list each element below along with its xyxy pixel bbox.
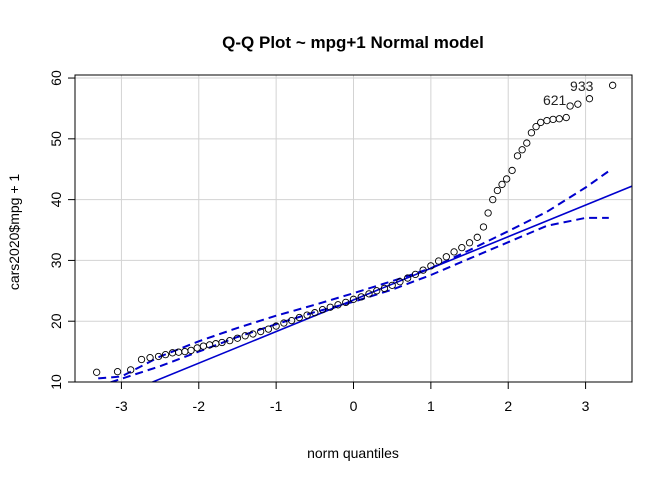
data-point <box>334 301 342 309</box>
data-point <box>532 123 540 131</box>
data-point <box>508 166 516 175</box>
reference-line <box>150 185 632 382</box>
x-tick-label: -3 <box>115 398 128 414</box>
data-point <box>523 139 531 147</box>
x-tick-label: 3 <box>582 398 590 414</box>
data-point <box>342 298 350 307</box>
point-label: 933 <box>570 78 594 94</box>
x-axis-label: norm quantiles <box>307 445 399 461</box>
data-point <box>380 284 389 293</box>
y-tick-label: 30 <box>48 252 64 268</box>
reference-line-group <box>150 185 632 382</box>
data-point <box>609 81 617 89</box>
data-point <box>458 243 466 252</box>
data-points <box>93 81 617 376</box>
data-point <box>419 266 427 274</box>
data-point <box>373 287 381 295</box>
y-tick-label: 40 <box>48 192 64 208</box>
data-point <box>187 346 195 355</box>
envelope-upper-bound <box>98 170 610 380</box>
data-point <box>249 330 257 338</box>
data-point <box>365 290 373 298</box>
data-point <box>465 239 474 247</box>
envelope-lower-bound <box>108 216 609 382</box>
data-point <box>264 325 273 333</box>
x-tick-label: 0 <box>350 398 358 414</box>
confidence-envelope <box>98 170 610 382</box>
chart-title: Q-Q Plot ~ mpg+1 Normal model <box>222 33 484 52</box>
data-point <box>427 262 435 270</box>
data-point <box>326 303 334 311</box>
axes: -3 -2 -1 0 1 2 3 10 20 30 40 50 60 <box>48 70 590 414</box>
point-label: 621 <box>543 92 567 108</box>
data-point <box>181 347 189 356</box>
data-point <box>93 368 101 376</box>
data-point <box>161 350 170 359</box>
data-point <box>295 313 303 322</box>
grid <box>75 75 632 383</box>
data-point <box>388 281 396 289</box>
data-point <box>566 102 574 110</box>
data-point <box>473 233 481 241</box>
y-tick-label: 50 <box>48 131 64 147</box>
data-point <box>434 257 443 265</box>
data-point <box>303 311 311 319</box>
data-point <box>479 223 488 231</box>
data-point <box>137 355 146 364</box>
y-axis-label: cars2020$mpg + 1 <box>6 174 22 291</box>
x-tick-label: -2 <box>193 398 206 414</box>
data-point <box>127 366 135 374</box>
data-point <box>503 175 511 183</box>
data-point <box>226 337 234 345</box>
data-point <box>555 115 563 123</box>
data-point <box>493 186 502 195</box>
data-point <box>287 316 296 325</box>
data-point <box>199 342 208 350</box>
data-point <box>527 129 536 137</box>
data-point <box>513 152 522 160</box>
data-point <box>562 113 570 122</box>
data-point <box>357 293 365 301</box>
x-tick-label: -1 <box>270 398 283 414</box>
data-point <box>450 248 458 256</box>
data-point <box>518 146 526 154</box>
y-tick-label: 60 <box>48 70 64 86</box>
x-tick-label: 1 <box>427 398 435 414</box>
data-point <box>543 116 551 125</box>
data-point <box>257 327 265 336</box>
data-point <box>411 270 420 279</box>
data-point <box>146 354 154 362</box>
y-tick-label: 10 <box>48 374 64 390</box>
data-point <box>498 180 506 189</box>
data-point <box>537 118 545 127</box>
data-point <box>272 322 280 330</box>
data-point <box>442 253 450 261</box>
data-point <box>154 352 163 361</box>
data-point <box>175 348 183 356</box>
data-point <box>113 368 122 376</box>
x-tick-label: 2 <box>504 398 512 414</box>
data-point <box>549 115 557 124</box>
data-point <box>218 338 226 347</box>
data-point <box>585 95 594 103</box>
data-point <box>404 274 412 282</box>
data-point <box>396 278 404 286</box>
y-tick-label: 20 <box>48 313 64 329</box>
data-point <box>574 100 582 108</box>
data-point <box>349 295 358 303</box>
data-point <box>241 332 249 340</box>
data-point <box>280 319 288 327</box>
data-point <box>489 195 497 204</box>
data-point <box>193 344 201 352</box>
data-point <box>233 334 242 342</box>
data-point <box>484 209 492 217</box>
data-point <box>311 309 319 317</box>
data-point <box>318 306 327 314</box>
